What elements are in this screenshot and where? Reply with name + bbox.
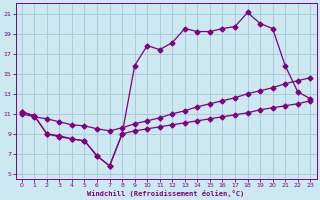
X-axis label: Windchill (Refroidissement éolien,°C): Windchill (Refroidissement éolien,°C) [87,190,245,197]
